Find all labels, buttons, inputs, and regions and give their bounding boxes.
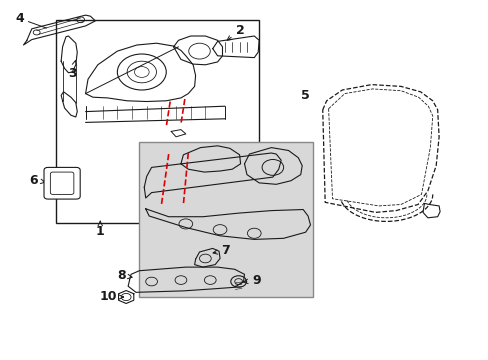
Text: 5: 5 (301, 89, 309, 102)
Text: 1: 1 (96, 221, 104, 238)
Text: 7: 7 (213, 244, 230, 257)
Text: 8: 8 (117, 269, 132, 282)
Text: 3: 3 (68, 60, 77, 80)
Text: 2: 2 (226, 24, 244, 40)
FancyBboxPatch shape (44, 167, 80, 199)
Text: 9: 9 (243, 274, 261, 287)
Bar (139, 142, 312, 297)
Text: 10: 10 (100, 291, 123, 303)
Text: 6: 6 (29, 174, 45, 186)
Bar (56, 20, 259, 223)
FancyBboxPatch shape (50, 172, 74, 194)
Text: 4: 4 (15, 12, 24, 25)
